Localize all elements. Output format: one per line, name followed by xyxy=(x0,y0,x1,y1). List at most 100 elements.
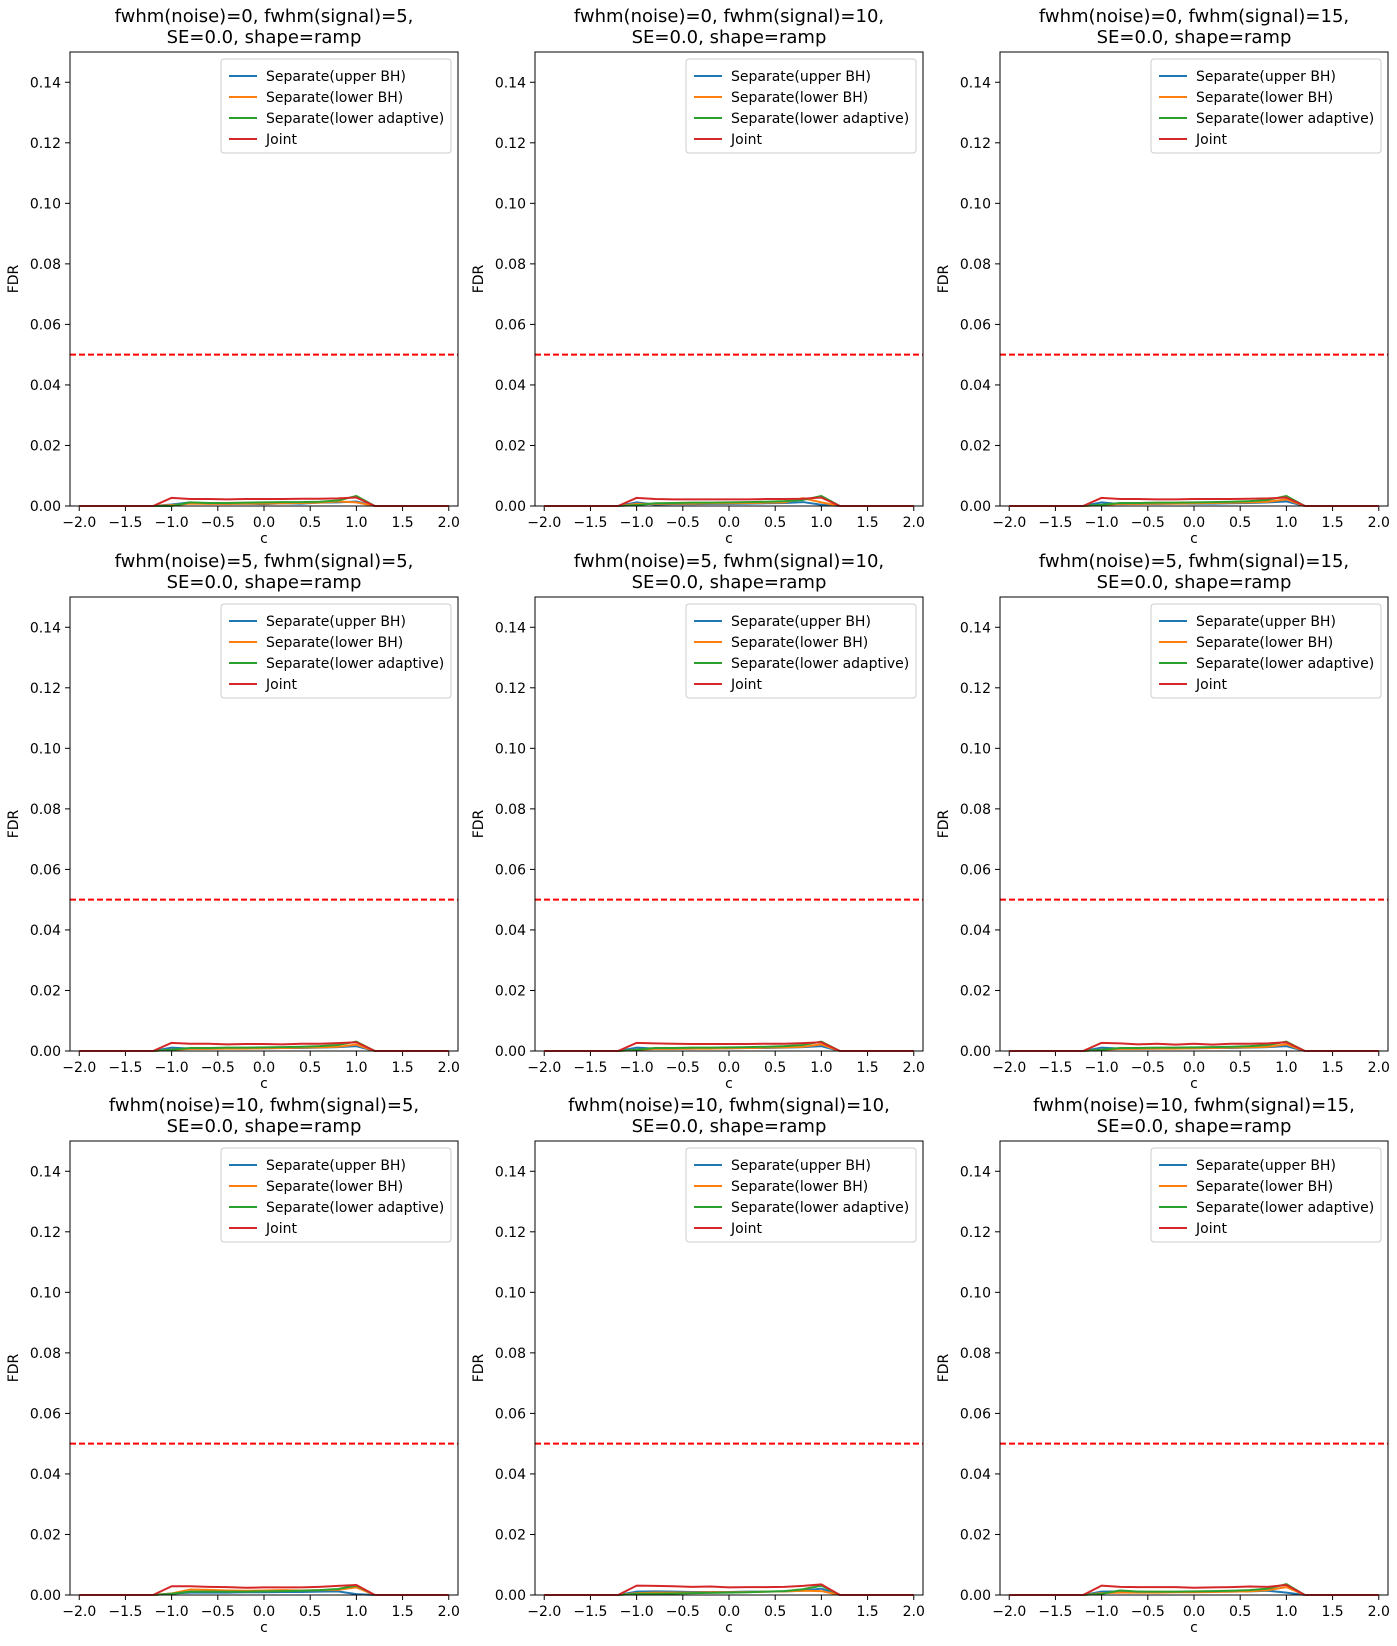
legend: Separate(upper BH) Separate(lower BH) Sepa… xyxy=(685,1147,917,1243)
x-tick-label: 1.0 xyxy=(1275,1060,1297,1076)
x-axis-label: c xyxy=(1190,1620,1198,1636)
subplot-title-line: SE=0.0, shape=ramp xyxy=(632,27,827,48)
y-tick-label: 0.14 xyxy=(30,75,61,91)
legend: Separate(upper BH) Separate(lower BH) Sepa… xyxy=(1150,1147,1382,1243)
legend-entry: Separate(lower adaptive) xyxy=(731,1200,909,1216)
x-tick-label: 2.0 xyxy=(903,1604,925,1620)
legend: Separate(upper BH) Separate(lower BH) Sepa… xyxy=(220,1147,452,1243)
x-tick-label: 1.0 xyxy=(345,515,367,531)
y-axis-label: FDR xyxy=(471,1353,487,1382)
y-tick-label: 0.10 xyxy=(30,741,61,757)
subplot-7: fwhm(noise)=10, fwhm(signal)=5,SE=0.0, s… xyxy=(6,1095,460,1636)
y-tick-label: 0.10 xyxy=(960,1285,991,1301)
x-tick-label: 0.0 xyxy=(1183,1604,1205,1620)
legend-entry: Separate(lower adaptive) xyxy=(1196,111,1374,127)
subplot-1: fwhm(noise)=0, fwhm(signal)=5,SE=0.0, sh… xyxy=(6,6,460,547)
plot-frame xyxy=(69,596,459,1052)
legend-entry: Joint xyxy=(730,1221,762,1237)
x-tick-label: 1.0 xyxy=(345,1604,367,1620)
x-axis-label: c xyxy=(260,531,268,547)
plot-frame xyxy=(999,51,1389,507)
y-tick-label: 0.00 xyxy=(30,1044,61,1060)
plot-frame xyxy=(534,596,924,1052)
x-tick-label: −0.5 xyxy=(201,515,235,531)
legend-entry: Joint xyxy=(265,1221,297,1237)
x-tick-label: −1.5 xyxy=(573,515,607,531)
x-tick-label: 1.0 xyxy=(345,1060,367,1076)
legend-box xyxy=(1150,603,1382,699)
x-tick-label: −1.5 xyxy=(108,1060,142,1076)
x-tick-label: 0.5 xyxy=(299,1604,321,1620)
x-tick-label: 0.0 xyxy=(253,515,275,531)
subplot-title-line: fwhm(noise)=0, fwhm(signal)=15, xyxy=(1039,6,1349,27)
x-tick-label: −0.5 xyxy=(666,1604,700,1620)
x-tick-label: −1.0 xyxy=(1085,1060,1119,1076)
y-tick-label: 0.14 xyxy=(495,620,526,636)
y-tick-label: 0.10 xyxy=(495,196,526,212)
x-tick-label: −1.5 xyxy=(573,1060,607,1076)
y-axis-label: FDR xyxy=(936,809,952,838)
x-tick-label: −2.0 xyxy=(992,1060,1026,1076)
legend-entry: Separate(lower BH) xyxy=(731,90,868,106)
legend-entry: Joint xyxy=(730,677,762,693)
x-tick-label: −1.5 xyxy=(573,1604,607,1620)
legend: Separate(upper BH) Separate(lower BH) Sepa… xyxy=(1150,58,1382,154)
legend-entry: Joint xyxy=(730,132,762,148)
x-tick-label: −2.0 xyxy=(527,1604,561,1620)
x-tick-label: 0.0 xyxy=(718,1604,740,1620)
legend-entry: Joint xyxy=(265,132,297,148)
subplot-title-line: fwhm(noise)=5, fwhm(signal)=5, xyxy=(115,551,414,572)
x-axis-label: c xyxy=(1190,531,1198,547)
plot-frame xyxy=(534,51,924,507)
subplot-title-line: fwhm(noise)=5, fwhm(signal)=10, xyxy=(574,551,884,572)
x-tick-label: 1.5 xyxy=(391,1604,413,1620)
y-tick-label: 0.02 xyxy=(495,983,526,999)
y-tick-label: 0.10 xyxy=(960,741,991,757)
legend-entry: Separate(lower adaptive) xyxy=(1196,656,1374,672)
x-tick-label: 1.0 xyxy=(1275,515,1297,531)
legend-box xyxy=(685,58,917,154)
x-tick-label: 0.5 xyxy=(299,515,321,531)
x-tick-label: 0.5 xyxy=(1229,1604,1251,1620)
legend-entry: Joint xyxy=(1195,1221,1227,1237)
legend-box xyxy=(1150,1147,1382,1243)
subplot-title-line: SE=0.0, shape=ramp xyxy=(167,572,362,593)
y-tick-label: 0.04 xyxy=(30,378,61,394)
y-tick-label: 0.12 xyxy=(30,1225,61,1241)
plot-frame xyxy=(69,51,459,507)
plot-frame xyxy=(999,596,1389,1052)
y-tick-label: 0.12 xyxy=(495,681,526,697)
legend-entry: Separate(lower adaptive) xyxy=(266,111,444,127)
x-tick-label: 1.5 xyxy=(1321,1604,1343,1620)
legend-box xyxy=(220,603,452,699)
x-tick-label: 0.5 xyxy=(764,1060,786,1076)
y-tick-label: 0.12 xyxy=(960,1225,991,1241)
legend-entry: Separate(lower adaptive) xyxy=(1196,1200,1374,1216)
y-axis-label: FDR xyxy=(936,264,952,293)
y-tick-label: 0.00 xyxy=(495,499,526,515)
y-tick-label: 0.06 xyxy=(495,317,526,333)
legend: Separate(upper BH) Separate(lower BH) Sepa… xyxy=(220,58,452,154)
legend-entry: Separate(lower adaptive) xyxy=(266,1200,444,1216)
legend-entry: Separate(upper BH) xyxy=(731,614,871,630)
x-tick-label: −2.0 xyxy=(992,1604,1026,1620)
x-tick-label: −0.5 xyxy=(201,1060,235,1076)
legend-entry: Separate(lower adaptive) xyxy=(266,656,444,672)
x-tick-label: −1.0 xyxy=(155,1604,189,1620)
legend-entry: Separate(lower BH) xyxy=(1196,90,1333,106)
y-tick-label: 0.02 xyxy=(960,1527,991,1543)
legend-entry: Separate(lower BH) xyxy=(731,1179,868,1195)
y-tick-label: 0.10 xyxy=(30,1285,61,1301)
subplot-title-line: fwhm(noise)=5, fwhm(signal)=15, xyxy=(1039,551,1349,572)
x-tick-label: 1.5 xyxy=(391,515,413,531)
x-tick-label: −1.0 xyxy=(620,515,654,531)
subplot-title-line: SE=0.0, shape=ramp xyxy=(1097,1116,1292,1137)
y-tick-label: 0.06 xyxy=(960,862,991,878)
subplot-title-line: SE=0.0, shape=ramp xyxy=(1097,27,1292,48)
x-tick-label: 0.0 xyxy=(1183,515,1205,531)
y-tick-label: 0.12 xyxy=(960,681,991,697)
y-axis-label: FDR xyxy=(471,809,487,838)
series-line-3 xyxy=(544,1040,914,1052)
subplot-title-line: fwhm(noise)=10, fwhm(signal)=15, xyxy=(1033,1095,1355,1116)
x-tick-label: 2.0 xyxy=(903,515,925,531)
